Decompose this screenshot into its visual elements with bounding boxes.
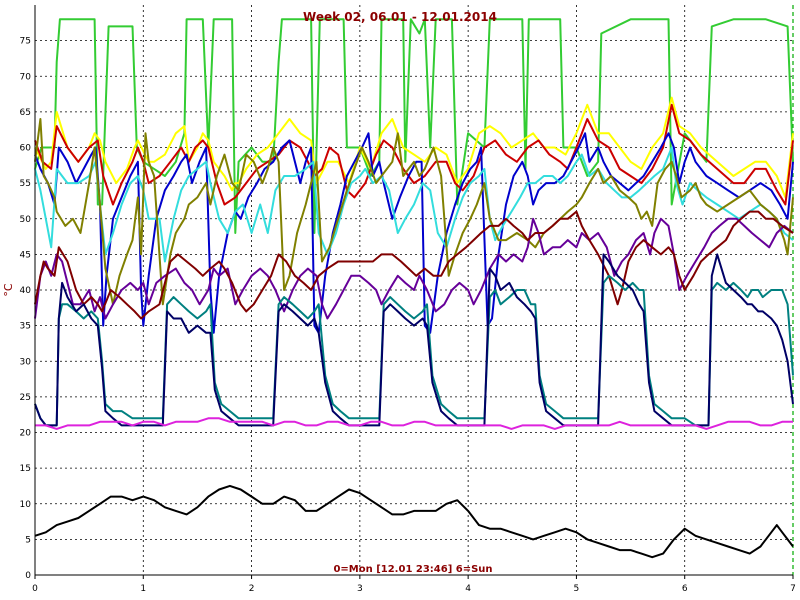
series-line-1 [34, 18, 794, 234]
x-tick-label: 5 [574, 584, 580, 594]
y-tick-label: 40 [20, 286, 32, 296]
series-line-5 [34, 146, 794, 263]
series-line-4 [34, 132, 794, 334]
x-tick-label: 0 [32, 584, 38, 594]
y-tick-label: 60 [20, 144, 32, 154]
x-tick-label: 1 [140, 584, 146, 594]
series-line-12 [34, 484, 794, 559]
x-tick-label: 7 [790, 584, 796, 594]
series-group [34, 18, 794, 559]
y-tick-label: 55 [20, 179, 31, 189]
series-line-9 [34, 274, 794, 427]
chart-title: Week 02, 06.01 - 12.01.2014 [303, 10, 497, 24]
y-tick-label: 20 [20, 429, 32, 439]
y-tick-label: 70 [20, 72, 32, 82]
y-tick-label: 65 [20, 108, 31, 118]
y-tick-label: 45 [20, 250, 31, 260]
y-tick-label: 50 [20, 215, 32, 225]
series-line-7 [34, 217, 794, 320]
series-line-2 [34, 96, 794, 199]
series-line-8 [34, 210, 794, 320]
y-tick-label: 0 [25, 571, 31, 581]
y-tick-label: 25 [20, 393, 31, 403]
y-axis-label: °C [2, 283, 15, 297]
x-tick-label: 6 [682, 584, 688, 594]
series-line-6 [34, 118, 794, 306]
y-tick-label: 75 [20, 37, 31, 47]
y-tick-label: 30 [20, 357, 32, 367]
x-tick-label: 4 [465, 584, 471, 594]
y-tick-label: 5 [25, 535, 31, 545]
chart-subtitle: 0=Mon [12.01 23:46] 6=Sun [333, 564, 492, 575]
y-tick-label: 35 [20, 322, 31, 332]
series-line-11 [35, 417, 793, 430]
x-tick-label: 2 [249, 584, 255, 594]
y-tick-label: 15 [20, 464, 31, 474]
x-tick-label: 3 [357, 584, 363, 594]
y-tick-label: 10 [20, 500, 32, 510]
